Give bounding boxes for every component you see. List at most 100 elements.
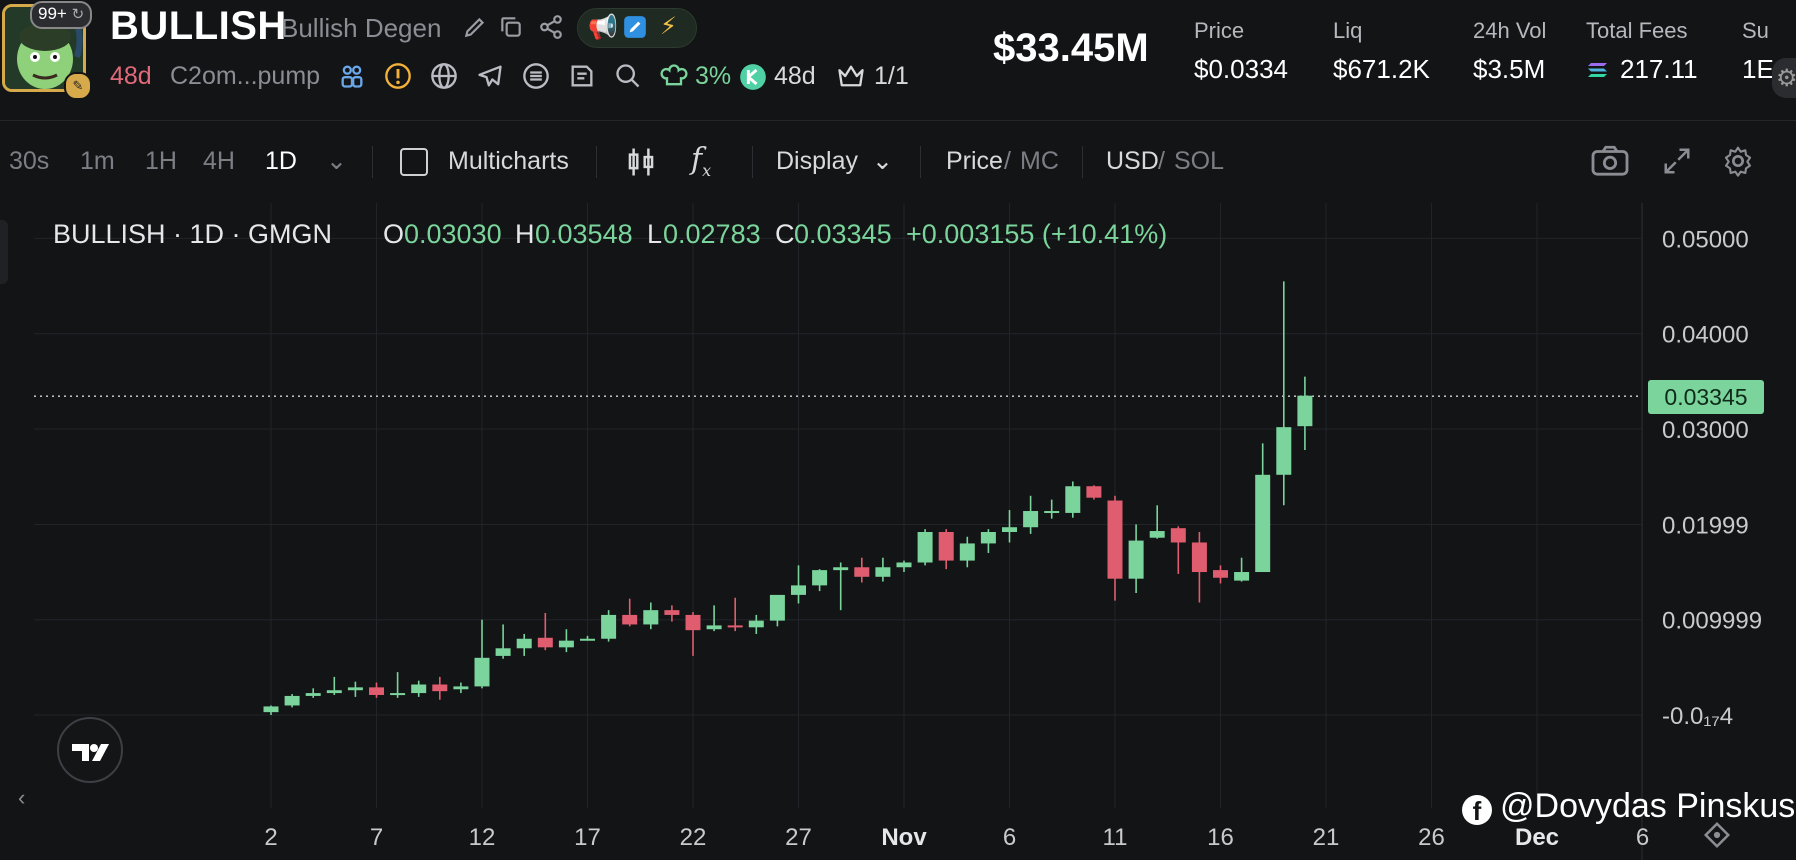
search-icon[interactable] — [614, 62, 642, 97]
scroll-left-chevron-icon[interactable]: ‹ — [18, 785, 26, 810]
candle — [980, 529, 996, 553]
open-label: O — [383, 219, 405, 249]
candle — [284, 694, 300, 708]
high-value: 0.03548 — [535, 219, 633, 249]
dev-hold-percent: 3% — [695, 62, 732, 90]
refresh-icon: ↻ — [71, 6, 85, 23]
sol-toggle[interactable]: SOL — [1174, 147, 1225, 175]
divider — [1082, 146, 1083, 178]
candle-body — [537, 637, 553, 648]
notification-count: 99+ — [38, 4, 67, 23]
y-tick-label: -0.0₁₇4 — [1662, 703, 1733, 730]
interval-1h[interactable]: 1H — [145, 147, 177, 175]
candle-body — [1149, 531, 1165, 538]
total-fees-value: 217.11 — [1620, 54, 1698, 84]
interval-30s[interactable]: 30s — [9, 147, 50, 175]
settings-icon: ⚙ — [1776, 65, 1796, 92]
edit-icon[interactable] — [462, 14, 488, 47]
usd-toggle[interactable]: USD — [1106, 147, 1159, 175]
candle-body — [622, 614, 638, 625]
candle — [833, 562, 849, 611]
candle — [791, 565, 806, 604]
candle — [411, 680, 427, 697]
notification-badge[interactable]: 99+ ↻ — [30, 1, 93, 29]
notes-icon[interactable] — [568, 62, 596, 97]
interval-dropdown-chevron-icon[interactable]: ⌄ — [326, 147, 347, 175]
candle — [938, 529, 954, 570]
toggle-slash: / — [1158, 147, 1165, 175]
multicharts-checkbox[interactable] — [400, 148, 428, 176]
x-tick-label: 7 — [370, 824, 383, 851]
candle — [622, 598, 638, 627]
x-tick-label: 6 — [1636, 824, 1649, 851]
candle — [896, 560, 912, 573]
candle-body — [305, 693, 321, 696]
share-icon[interactable] — [538, 14, 564, 47]
chart-symbol-title: BULLISH · 1D · GMGN — [53, 219, 333, 249]
reset-view-icon[interactable] — [1702, 820, 1732, 855]
candle-body — [706, 625, 722, 630]
multicharts-label[interactable]: Multicharts — [448, 147, 569, 175]
candle-body — [411, 684, 427, 694]
promo-badges[interactable]: 📢 ⚡ — [577, 8, 697, 48]
candle-body — [1065, 486, 1081, 513]
interval-1m[interactable]: 1m — [80, 147, 115, 175]
chef-hat-icon[interactable] — [660, 62, 688, 97]
platform-icon[interactable] — [739, 63, 767, 98]
divider — [372, 146, 373, 178]
tradingview-logo[interactable] — [57, 717, 123, 783]
candle-body — [390, 693, 406, 696]
warning-icon[interactable] — [384, 62, 412, 97]
display-dropdown[interactable]: Display — [776, 147, 858, 175]
toggle-slash: / — [1004, 147, 1011, 175]
candle — [453, 682, 469, 694]
dex-paid-icon[interactable] — [622, 14, 648, 47]
website-icon[interactable] — [430, 62, 458, 97]
fullscreen-icon[interactable] — [1662, 146, 1692, 181]
megaphone-icon[interactable]: 📢 — [588, 14, 618, 41]
header-settings-button[interactable]: ⚙ — [1772, 58, 1796, 98]
candle-body — [643, 610, 659, 625]
drawing-tools-tab[interactable] — [0, 220, 8, 284]
chart-settings-icon[interactable] — [1722, 145, 1754, 182]
supply-value: 1E — [1742, 54, 1774, 84]
candle — [1023, 495, 1039, 534]
candle — [917, 529, 933, 566]
candle-body — [685, 614, 701, 631]
liquidity-label: Liq — [1333, 18, 1363, 43]
holders-icon[interactable] — [338, 62, 366, 97]
candle-body — [558, 640, 574, 648]
boost-icon[interactable]: ⚡ — [660, 13, 677, 40]
indicators-fx-icon[interactable]: fx — [691, 142, 712, 180]
candle-body — [1023, 511, 1039, 528]
coin-icon[interactable] — [522, 62, 550, 97]
contract-address[interactable]: C2om...pump — [170, 62, 321, 90]
candle — [326, 676, 342, 695]
camera-icon[interactable] — [1590, 143, 1630, 182]
price-toggle[interactable]: Price — [946, 147, 1003, 175]
price-chart[interactable]: 0.05000 0.04000 0.03000 0.01999 0.009999 -0.0… — [0, 203, 1796, 860]
copy-icon[interactable] — [498, 14, 524, 47]
platform-age: 48d — [774, 62, 816, 90]
candle — [1297, 376, 1313, 451]
display-chevron-icon[interactable]: ⌄ — [872, 147, 893, 175]
candle-body — [1191, 542, 1207, 573]
divider — [920, 146, 921, 178]
candle-type-icon[interactable] — [626, 146, 656, 183]
interval-1d[interactable]: 1D — [265, 147, 297, 175]
candle — [601, 610, 617, 642]
mc-toggle[interactable]: MC — [1020, 147, 1059, 175]
candle-body — [896, 562, 912, 568]
candle-body — [516, 638, 532, 649]
candle — [347, 681, 363, 697]
candle — [1044, 499, 1060, 519]
candle — [875, 557, 891, 582]
interval-4h[interactable]: 4H — [203, 147, 235, 175]
crown-icon[interactable] — [836, 62, 866, 97]
pencil-badge-icon[interactable]: ✎ — [64, 72, 92, 100]
telegram-icon[interactable] — [476, 62, 504, 97]
candle-body — [1002, 527, 1017, 532]
candle — [1149, 505, 1165, 539]
x-tick-label: 11 — [1103, 824, 1128, 851]
candle-body — [875, 567, 891, 577]
